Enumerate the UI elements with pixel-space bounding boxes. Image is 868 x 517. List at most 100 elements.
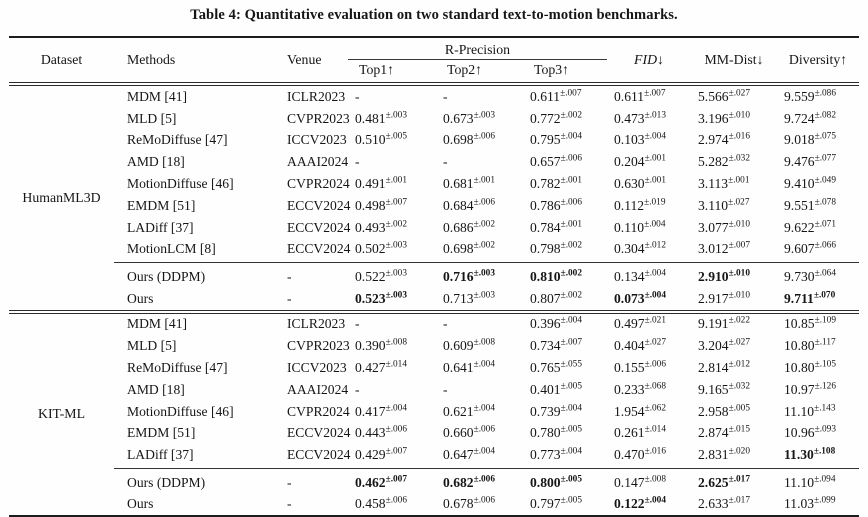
metric-value: -: [443, 154, 448, 170]
cell-top2: 0.609±.008: [436, 335, 523, 357]
cell-top2: 0.678±.006: [436, 494, 523, 517]
cell-top3: 0.798±.002: [523, 238, 607, 262]
metric-value: 0.497: [614, 316, 645, 332]
cell-mm_dist: 5.282±.032: [691, 151, 777, 173]
metric-stddev: ±.002: [560, 240, 582, 251]
metric-value: 10.97: [784, 381, 815, 397]
method-row: MLD [5] CVPR2023 0.390±.008 0.609±.008 0.734…: [9, 335, 859, 357]
cell-top3: 0.739±.004: [523, 401, 607, 423]
metric-stddev: ±.005: [560, 495, 582, 506]
cell-mm_dist: 2.633±.017: [691, 494, 777, 517]
metric-value: 0.304: [614, 241, 645, 257]
metric-stddev: ±.001: [644, 175, 666, 186]
metric-value: 0.396: [530, 316, 561, 332]
cell-mm_dist: 3.196±.010: [691, 108, 777, 130]
ours-row: Ours -0.523±.003 0.713±.003 0.807±.002 0.073…: [9, 288, 859, 312]
metric-stddev: ±.006: [560, 153, 582, 164]
metric-stddev: ±.032: [728, 381, 750, 392]
metric-stddev: ±.117: [814, 337, 836, 348]
metric-stddev: ±.093: [814, 424, 836, 435]
cell-top1: 0.510±.005: [348, 130, 436, 152]
metric-value: 0.798: [530, 241, 561, 257]
metric-value: 0.429: [355, 447, 386, 463]
metric-value: 0.233: [614, 381, 645, 397]
cell-diversity: 10.97±.126: [777, 379, 859, 401]
method-name: MDM [41]: [127, 88, 188, 104]
cell-top1: 0.429±.007: [348, 444, 436, 468]
ours-row: Ours (DDPM) -0.462±.007 0.682±.006 0.800±.0…: [9, 468, 859, 494]
metric-value: 10.80: [784, 359, 815, 375]
col-header-mm-dist: MM-Dist↓: [704, 52, 764, 67]
cell-top2: 0.716±.003: [436, 262, 523, 288]
metric-stddev: ±.004: [644, 290, 666, 301]
metric-stddev: ±.022: [728, 315, 750, 326]
metric-value: 11.30: [784, 447, 814, 463]
cell-mm_dist: 9.165±.032: [691, 379, 777, 401]
metric-stddev: ±.066: [814, 240, 836, 251]
col-header-fid: FID↓: [634, 52, 664, 67]
cell-diversity: 11.30±.108: [777, 444, 859, 468]
metric-stddev: ±.077: [814, 153, 836, 164]
table-caption: Table 4: Quantitative evaluation on two …: [190, 7, 678, 23]
metric-stddev: ±.070: [813, 290, 836, 301]
metric-value: 9.559: [784, 88, 815, 104]
metric-value: 0.773: [530, 447, 561, 463]
metric-stddev: ±.008: [644, 474, 666, 485]
cell-mm_dist: 3.204±.027: [691, 335, 777, 357]
metric-value: 3.204: [698, 338, 729, 354]
cell-top2: -: [436, 151, 523, 173]
metric-value: 2.625: [698, 474, 729, 490]
metric-stddev: ±.003: [385, 110, 407, 121]
cell-top2: 0.682±.006: [436, 468, 523, 494]
cell-mm_dist: 3.012±.007: [691, 238, 777, 262]
venue-name: AAAI2024: [287, 381, 349, 397]
venue-name: ECCV2024: [287, 219, 351, 235]
metric-value: 2.814: [698, 359, 729, 375]
cell-diversity: 9.559±.086: [777, 84, 859, 108]
metric-value: 0.443: [355, 425, 386, 441]
cell-mm_dist: 2.917±.010: [691, 288, 777, 312]
venue-name: CVPR2024: [287, 176, 350, 192]
cell-fid: 0.630±.001: [607, 173, 691, 195]
cell-mm_dist: 2.874±.015: [691, 422, 777, 444]
cell-fid: 0.497±.021: [607, 312, 691, 336]
cell-fid: 0.261±.014: [607, 422, 691, 444]
cell-fid: 0.473±.013: [607, 108, 691, 130]
metric-value: 0.611: [530, 88, 561, 104]
metric-stddev: ±.006: [473, 474, 495, 485]
metric-stddev: ±.004: [644, 219, 666, 230]
metric-value: 9.410: [784, 176, 815, 192]
metric-value: 0.765: [530, 359, 561, 375]
venue-name: -: [287, 496, 292, 512]
metric-stddev: ±.055: [560, 359, 582, 370]
metric-value: 0.155: [614, 359, 645, 375]
cell-top2: 0.673±.003: [436, 108, 523, 130]
cell-top2: 0.684±.006: [436, 195, 523, 217]
metric-stddev: ±.006: [385, 495, 407, 506]
method-name: AMD [18]: [127, 154, 185, 170]
cell-fid: 0.404±.027: [607, 335, 691, 357]
metric-value: 0.698: [443, 241, 474, 257]
metric-stddev: ±.003: [385, 240, 407, 251]
venue-name: ICLR2023: [287, 316, 346, 332]
metric-value: 0.660: [443, 425, 474, 441]
method-name: MotionDiffuse [46]: [127, 176, 234, 192]
metric-stddev: ±.032: [728, 153, 750, 164]
metric-stddev: ±.109: [814, 315, 836, 326]
metric-stddev: ±.078: [814, 197, 836, 208]
method-name: MotionDiffuse [46]: [127, 403, 234, 419]
method-row: MotionDiffuse [46] CVPR2024 0.417±.004 0.62…: [9, 401, 859, 423]
metric-value: 5.566: [698, 88, 729, 104]
method-name: MLD [5]: [127, 338, 177, 354]
cell-diversity: 11.10±.143: [777, 401, 859, 423]
metric-stddev: ±.006: [473, 197, 495, 208]
benchmark-section: KIT-ML MDM [41] ICLR2023- -0.396±.004 0.497±…: [9, 311, 859, 517]
metric-value: 0.261: [614, 425, 645, 441]
method-row: LADiff [37] ECCV2024 0.429±.007 0.647±.004 0…: [9, 444, 859, 468]
col-header-venue: Venue: [287, 52, 322, 67]
cell-fid: 0.073±.004: [607, 288, 691, 312]
metric-value: 0.698: [443, 132, 474, 148]
method-name: ReMoDiffuse [47]: [127, 132, 228, 148]
dataset-label: KIT-ML: [37, 406, 85, 422]
cell-top3: 0.772±.002: [523, 108, 607, 130]
